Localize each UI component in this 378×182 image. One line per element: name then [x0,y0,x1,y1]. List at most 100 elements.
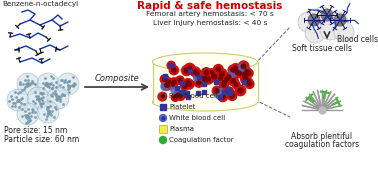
Circle shape [176,91,185,100]
Circle shape [169,66,178,75]
Circle shape [172,80,176,84]
Bar [186,95,191,99]
Circle shape [216,89,224,97]
Bar [228,91,232,95]
Circle shape [243,67,251,75]
Circle shape [165,78,173,86]
Bar [242,80,246,84]
Circle shape [201,74,210,84]
Circle shape [169,81,177,88]
Circle shape [47,87,69,109]
Circle shape [210,72,218,80]
Bar [214,80,218,84]
Circle shape [208,69,215,76]
Circle shape [158,92,167,101]
Circle shape [247,71,251,75]
Circle shape [183,85,186,88]
Circle shape [222,83,226,87]
Circle shape [7,89,29,111]
Circle shape [334,22,354,42]
Circle shape [244,69,253,78]
Circle shape [186,81,190,84]
Circle shape [219,76,223,80]
Circle shape [223,75,231,84]
Text: Plasma: Plasma [169,126,194,132]
Circle shape [193,70,197,74]
Circle shape [232,81,240,89]
Circle shape [221,95,225,99]
Circle shape [203,74,213,84]
Circle shape [217,74,225,82]
Circle shape [240,68,252,79]
Circle shape [240,74,251,84]
Circle shape [220,81,228,89]
Circle shape [328,12,348,32]
Circle shape [225,73,233,81]
Circle shape [174,96,177,99]
Circle shape [172,68,176,72]
Circle shape [244,78,253,86]
Text: Rapid & safe hemostasis: Rapid & safe hemostasis [137,1,283,11]
Text: Femoral artery hemostasis: < 70 s: Femoral artery hemostasis: < 70 s [146,11,274,17]
Bar [196,91,200,95]
Circle shape [230,94,234,98]
Circle shape [160,136,166,143]
Circle shape [238,61,249,72]
Circle shape [184,79,194,89]
Text: coagulation factors: coagulation factors [285,140,359,149]
Circle shape [197,81,201,85]
Circle shape [209,71,220,82]
Circle shape [178,78,182,82]
Circle shape [194,74,202,82]
Circle shape [239,63,247,71]
Circle shape [194,78,203,87]
Circle shape [187,82,191,86]
Circle shape [231,68,235,72]
Circle shape [57,73,79,95]
Circle shape [220,78,229,87]
Circle shape [215,91,223,99]
Circle shape [225,87,233,95]
Text: Soft tissue cells: Soft tissue cells [292,44,352,53]
Circle shape [169,64,173,67]
Circle shape [201,68,211,78]
Circle shape [195,72,199,76]
Circle shape [242,73,246,77]
Circle shape [160,75,169,84]
Circle shape [212,86,222,96]
Circle shape [321,9,333,21]
Circle shape [238,88,243,93]
Circle shape [184,68,189,73]
Circle shape [160,92,166,100]
Circle shape [199,74,210,84]
Circle shape [165,83,169,87]
Circle shape [184,63,195,74]
Bar [169,63,173,67]
Circle shape [192,69,201,78]
Text: White blood cell: White blood cell [169,115,225,121]
Bar [218,96,222,100]
Circle shape [178,93,183,98]
Circle shape [204,70,209,75]
Circle shape [171,86,179,94]
Circle shape [174,91,182,99]
Circle shape [167,61,175,70]
Text: Platelet: Platelet [169,104,195,110]
Text: Benzene-n-octadecyl: Benzene-n-octadecyl [2,1,78,7]
Text: Liver injury hemostasis: < 40 s: Liver injury hemostasis: < 40 s [153,20,267,26]
Circle shape [228,65,238,75]
Text: Absorb plentiful: Absorb plentiful [291,132,353,141]
Circle shape [212,74,217,79]
Circle shape [235,69,244,78]
Bar [185,91,189,95]
Text: Coagulation factor: Coagulation factor [169,137,234,143]
Circle shape [232,67,243,78]
Circle shape [17,73,39,95]
Circle shape [167,80,171,84]
Bar [202,90,206,94]
Circle shape [246,80,250,84]
Circle shape [234,83,238,86]
Bar [189,69,192,73]
Circle shape [240,71,248,79]
Circle shape [248,82,252,86]
